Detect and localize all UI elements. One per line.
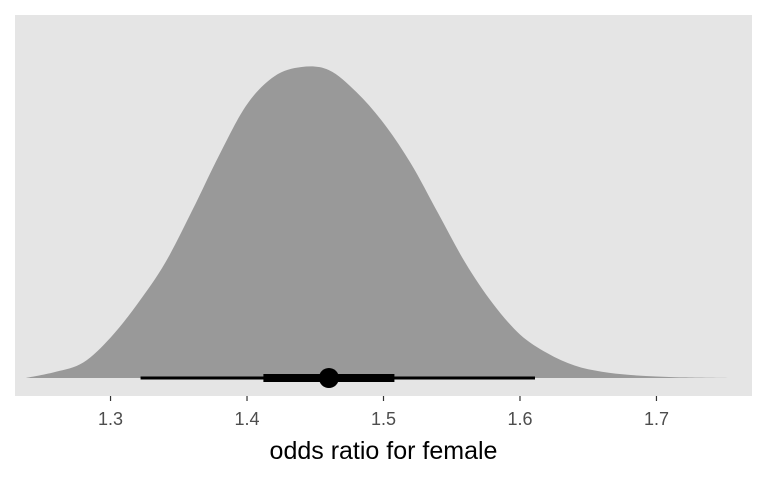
x-tick-label: 1.4 [235, 409, 260, 429]
chart-marks [25, 66, 732, 388]
density-area [25, 66, 732, 379]
x-tick-label: 1.7 [644, 409, 669, 429]
x-axis: 1.3 1.4 1.5 1.6 1.7 [98, 396, 669, 429]
point-estimate-dot [318, 368, 339, 388]
x-tick-label: 1.5 [371, 409, 396, 429]
x-axis-title: odds ratio for female [270, 437, 498, 465]
x-tick-label: 1.6 [507, 409, 532, 429]
x-tick-label: 1.3 [98, 409, 123, 429]
